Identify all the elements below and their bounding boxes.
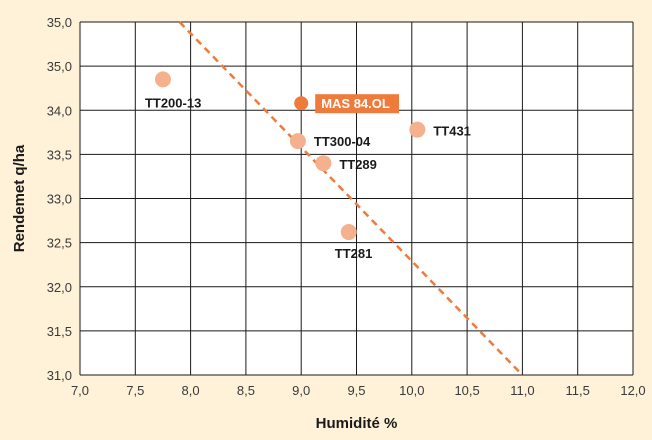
x-tick-label: 7,5 <box>126 383 144 398</box>
data-point-label: TT300-04 <box>314 134 371 149</box>
x-tick-label: 8,0 <box>182 383 200 398</box>
x-tick-label: 9,0 <box>292 383 310 398</box>
y-tick-label: 31,5 <box>47 324 72 339</box>
y-tick-label: 32,0 <box>47 280 72 295</box>
x-tick-label: 10,0 <box>399 383 424 398</box>
data-point-label: MAS 84.OL <box>321 96 390 111</box>
data-point <box>155 71 171 87</box>
x-tick-label: 11,5 <box>566 383 590 398</box>
y-axis-ticks: 31,0 31,5 32,0 32,5 33,0 33,5 34,0 35,0 35,0 <box>47 15 72 383</box>
y-tick-label: 34,0 <box>47 103 72 118</box>
x-tick-label: 7,0 <box>71 383 89 398</box>
data-point-label: TT431 <box>433 124 471 139</box>
y-tick-label: 35,0 <box>47 15 72 30</box>
data-point-label: TT281 <box>335 246 373 261</box>
y-tick-label: 33,5 <box>47 147 72 162</box>
y-tick-label: 35,0 <box>47 59 72 74</box>
data-point <box>341 224 357 240</box>
y-tick-label: 31,0 <box>47 368 72 383</box>
data-point <box>409 122 425 138</box>
data-point-label: TT200-13 <box>145 95 201 110</box>
x-tick-label: 10,5 <box>454 383 479 398</box>
x-axis-label: Humidité % <box>316 415 398 432</box>
x-tick-label: 8,5 <box>237 383 255 398</box>
y-tick-label: 33,0 <box>47 192 72 207</box>
data-point <box>315 155 331 171</box>
data-point <box>294 96 308 110</box>
x-tick-label: 12,0 <box>620 383 645 398</box>
x-tick-label: 9,5 <box>347 383 365 398</box>
y-tick-label: 32,5 <box>47 236 72 251</box>
data-point <box>290 133 306 149</box>
x-tick-label: 11,0 <box>510 383 534 398</box>
x-axis-ticks: 7,0 7,5 8,0 8,5 9,0 9,5 10,0 10,5 11,0 11,5 12,0 <box>71 383 646 398</box>
data-point-label: TT289 <box>339 157 377 172</box>
y-axis-label: Rendemet q/ha <box>11 144 28 252</box>
